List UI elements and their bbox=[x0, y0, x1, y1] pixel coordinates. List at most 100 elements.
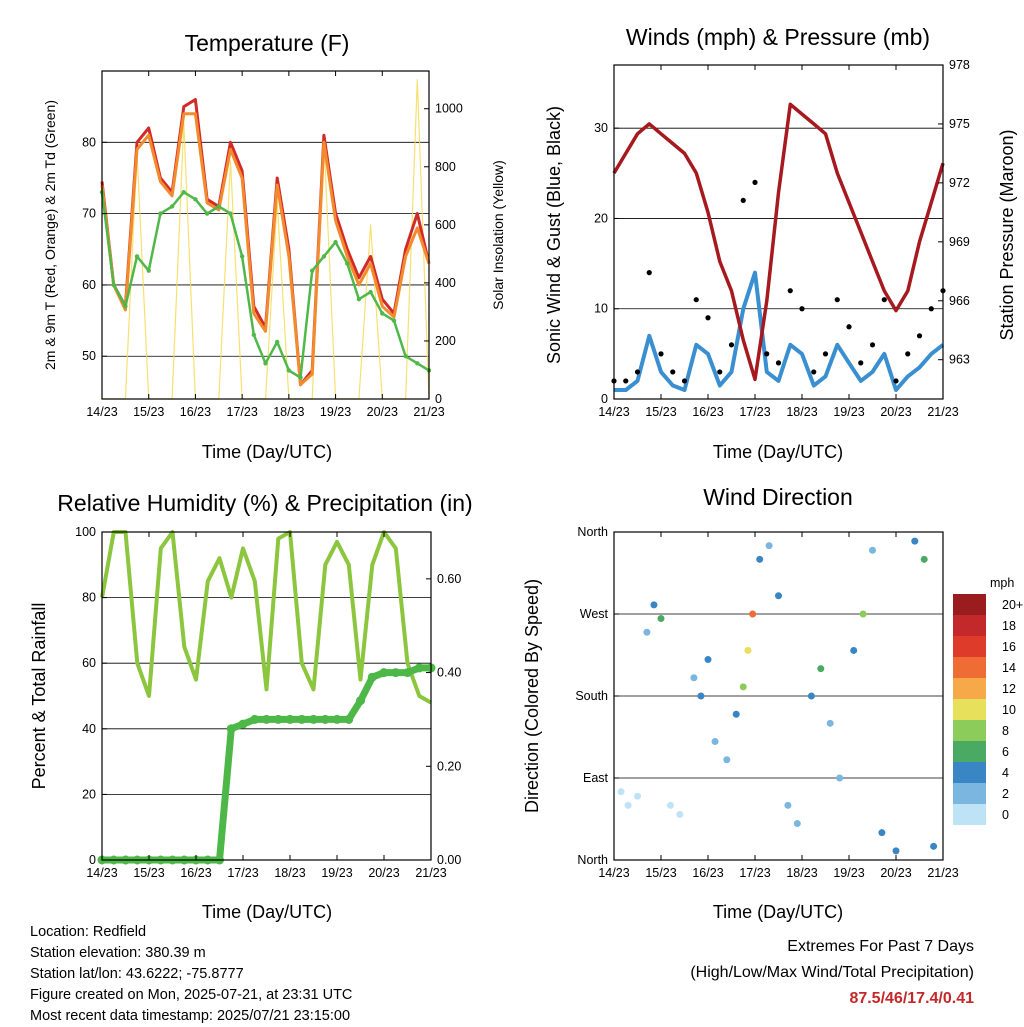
dewpoint-point bbox=[391, 318, 397, 323]
direction-xlabel: Time (Day/UTC) bbox=[713, 902, 843, 922]
pressure-line bbox=[612, 102, 945, 382]
x-tick-label: 15/23 bbox=[133, 405, 164, 419]
winds-plot-frame bbox=[613, 64, 944, 400]
y-right-tick-label: 975 bbox=[949, 117, 970, 131]
dewpoint-point bbox=[228, 211, 233, 216]
legend-swatch bbox=[953, 636, 986, 657]
station-info: Location: Redfield Station elevation: 38… bbox=[30, 922, 352, 1027]
y-right-tick-label: 400 bbox=[435, 276, 456, 290]
legend-swatch bbox=[953, 720, 986, 741]
x-tick-label: 14/23 bbox=[86, 405, 117, 419]
gust-point bbox=[728, 342, 735, 348]
gust-point bbox=[634, 369, 641, 375]
precip-point bbox=[332, 714, 342, 724]
legend-label: 20+ bbox=[1002, 598, 1023, 612]
y-tick-label: 80 bbox=[82, 591, 96, 605]
y-tick-label: 70 bbox=[82, 207, 96, 221]
gust-point bbox=[623, 378, 629, 384]
x-tick-label: 20/23 bbox=[880, 866, 911, 880]
legend-swatch bbox=[953, 741, 986, 762]
y-tick-label: 10 bbox=[594, 302, 608, 316]
direction-point bbox=[624, 801, 632, 809]
legend-label: 6 bbox=[1002, 745, 1009, 759]
direction-point bbox=[744, 646, 752, 654]
gust-point bbox=[775, 360, 782, 366]
legend-label: 0 bbox=[1002, 808, 1009, 822]
temperature-ylabel-right: Solar Insolation (Yellow) bbox=[490, 160, 506, 310]
figure-created: Figure created on Mon, 2025-07-21, at 23… bbox=[30, 987, 353, 1003]
precip-point bbox=[309, 714, 318, 724]
direction-point bbox=[704, 656, 712, 664]
direction-point bbox=[697, 692, 705, 700]
extremes-subtitle: (High/Low/Max Wind/Total Precipitation) bbox=[690, 964, 974, 981]
precip-point bbox=[226, 724, 236, 734]
gust-point bbox=[764, 351, 770, 357]
x-tick-label: 20/23 bbox=[367, 405, 398, 419]
gust-point bbox=[928, 306, 934, 312]
x-tick-label: 19/23 bbox=[833, 405, 864, 419]
x-tick-label: 20/23 bbox=[368, 866, 399, 880]
station-latlon: Station lat/lon: 43.6222; -75.8777 bbox=[30, 966, 244, 982]
y-right-tick-label: 966 bbox=[949, 294, 970, 308]
legend-swatch bbox=[953, 594, 986, 615]
legend-swatch bbox=[953, 804, 986, 825]
dewpoint-point bbox=[274, 339, 280, 345]
gust-point bbox=[681, 378, 688, 384]
direction-point bbox=[911, 537, 919, 545]
humidity-ylabel-left: Percent & Total Rainfall bbox=[29, 603, 49, 790]
y-right-tick-label: 969 bbox=[949, 235, 970, 249]
legend-swatch bbox=[953, 657, 986, 678]
x-tick-label: 21/23 bbox=[927, 866, 958, 880]
temperature-xlabel: Time (Day/UTC) bbox=[202, 442, 332, 462]
legend-label: 10 bbox=[1002, 703, 1016, 717]
y-right-tick-label: 963 bbox=[949, 353, 970, 367]
dewpoint-point bbox=[298, 375, 303, 380]
y-tick-label: 100 bbox=[75, 525, 96, 539]
dewpoint-point bbox=[134, 254, 140, 259]
y-tick-label: 30 bbox=[594, 121, 608, 135]
dewpoint-point bbox=[111, 282, 116, 288]
x-tick-label: 21/23 bbox=[415, 866, 446, 880]
dewpoint-point bbox=[251, 332, 257, 338]
gust-point bbox=[799, 306, 805, 312]
direction-point bbox=[784, 801, 792, 809]
legend-swatch bbox=[953, 762, 986, 783]
y-tick-label: West bbox=[580, 607, 609, 621]
x-tick-label: 17/23 bbox=[227, 405, 258, 419]
direction-point bbox=[756, 555, 764, 563]
y-tick-label: South bbox=[575, 689, 608, 703]
gust-point bbox=[905, 351, 911, 357]
y-tick-label: 60 bbox=[82, 278, 96, 292]
direction-point bbox=[869, 546, 876, 554]
dewpoint-point bbox=[310, 268, 315, 273]
dewpoint-point bbox=[345, 261, 350, 266]
x-tick-label: 19/23 bbox=[320, 405, 351, 419]
x-tick-label: 17/23 bbox=[227, 866, 258, 880]
direction-point bbox=[732, 710, 740, 718]
speed-legend-title: mph bbox=[990, 576, 1014, 590]
precip-point bbox=[285, 714, 295, 724]
humidity-panel: Relative Humidity (%) & Precipitation (i… bbox=[29, 490, 473, 922]
direction-point bbox=[676, 810, 684, 818]
y-right-tick-label: 600 bbox=[435, 218, 456, 232]
x-tick-label: 14/23 bbox=[598, 405, 629, 419]
direction-point bbox=[850, 646, 858, 654]
gust-point bbox=[916, 333, 923, 339]
gust-point bbox=[693, 297, 699, 303]
winds-ylabel-right: Station Pressure (Maroon) bbox=[997, 129, 1017, 340]
y-tick-label: North bbox=[577, 853, 608, 867]
series-line-1 bbox=[100, 112, 431, 387]
y-right-tick-label: 0 bbox=[435, 392, 442, 406]
dewpoint-point bbox=[181, 190, 186, 195]
direction-point bbox=[657, 615, 665, 623]
x-tick-label: 19/23 bbox=[321, 866, 352, 880]
x-tick-label: 15/23 bbox=[645, 405, 676, 419]
precip-point bbox=[344, 714, 354, 724]
direction-marks bbox=[617, 537, 938, 855]
dewpoint-point bbox=[333, 239, 338, 245]
dewpoint-point bbox=[415, 361, 420, 366]
legend-label: 4 bbox=[1002, 766, 1009, 780]
legend-label: 18 bbox=[1002, 619, 1016, 633]
